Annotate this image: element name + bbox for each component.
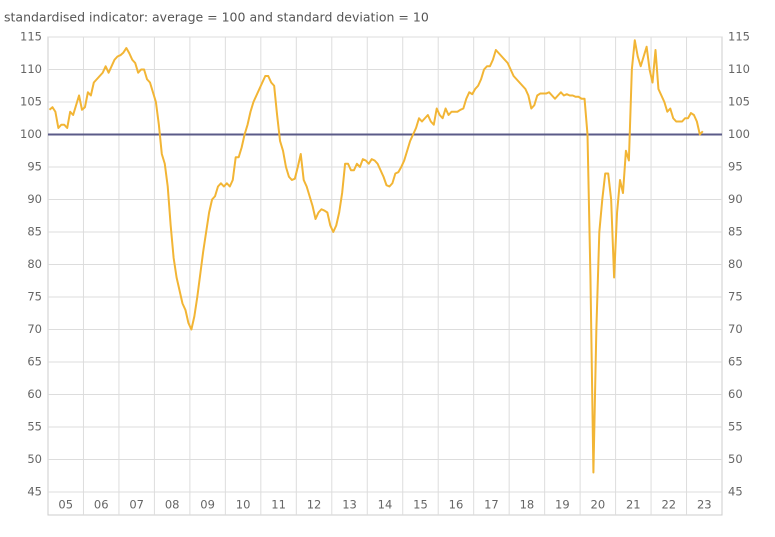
x-tick-label: 11 <box>271 498 286 512</box>
y2-tick-label: 100 <box>728 127 750 141</box>
x-tick-label: 16 <box>449 498 464 512</box>
y2-tick-label: 75 <box>728 290 743 304</box>
y-tick-label: 50 <box>27 452 42 466</box>
plot-frame <box>47 36 723 516</box>
y-tick-label: 45 <box>27 485 42 499</box>
y2-tick-label: 110 <box>728 62 750 76</box>
x-tick-label: 06 <box>94 498 109 512</box>
x-tick-label: 15 <box>413 498 428 512</box>
x-tick-label: 17 <box>484 498 499 512</box>
y-tick-label: 70 <box>27 322 42 336</box>
y-tick-label: 105 <box>20 95 42 109</box>
y-tick-label: 65 <box>27 355 42 369</box>
y2-tick-label: 70 <box>728 322 743 336</box>
x-tick-label: 09 <box>200 498 215 512</box>
y2-tick-label: 90 <box>728 192 743 206</box>
y-tick-label: 55 <box>27 420 42 434</box>
y-tick-label: 75 <box>27 290 42 304</box>
data-line <box>48 39 704 474</box>
y-tick-label: 90 <box>27 192 42 206</box>
y-tick-label: 115 <box>20 30 42 44</box>
x-tick-label: 18 <box>520 498 535 512</box>
x-tick-label: 13 <box>342 498 357 512</box>
y-tick-label: 60 <box>27 387 42 401</box>
y2-tick-label: 65 <box>728 355 743 369</box>
y2-tick-label: 50 <box>728 452 743 466</box>
x-tick-label: 22 <box>661 498 676 512</box>
y2-tick-label: 115 <box>728 30 750 44</box>
y2-tick-label: 95 <box>728 160 743 174</box>
y-tick-label: 85 <box>27 225 42 239</box>
x-tick-label: 05 <box>58 498 73 512</box>
x-tick-label: 10 <box>236 498 251 512</box>
y-tick-label: 80 <box>27 257 42 271</box>
x-tick-label: 12 <box>307 498 322 512</box>
x-tick-label: 08 <box>165 498 180 512</box>
y2-tick-label: 105 <box>728 95 750 109</box>
x-tick-label: 14 <box>378 498 393 512</box>
y2-tick-label: 80 <box>728 257 743 271</box>
y-tick-label: 95 <box>27 160 42 174</box>
chart-title: standardised indicator: average = 100 an… <box>4 10 429 25</box>
y2-tick-label: 85 <box>728 225 743 239</box>
x-tick-label: 07 <box>129 498 144 512</box>
x-tick-label: 19 <box>555 498 570 512</box>
x-tick-label: 20 <box>591 498 606 512</box>
y-tick-label: 110 <box>20 62 42 76</box>
x-tick-label: 23 <box>697 498 712 512</box>
x-tick-label: 21 <box>626 498 641 512</box>
y2-tick-label: 55 <box>728 420 743 434</box>
y-tick-label: 100 <box>20 127 42 141</box>
y2-tick-label: 60 <box>728 387 743 401</box>
y2-tick-label: 45 <box>728 485 743 499</box>
